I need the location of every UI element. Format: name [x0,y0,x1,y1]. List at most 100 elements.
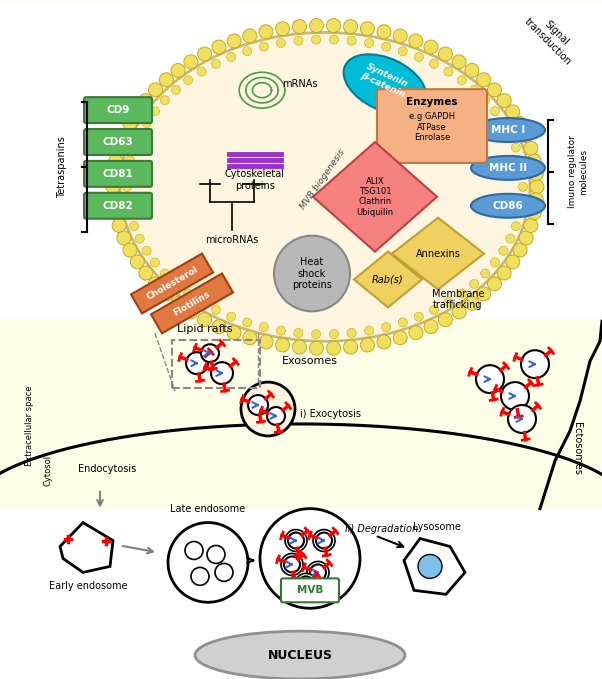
FancyBboxPatch shape [84,161,152,187]
Ellipse shape [471,156,545,180]
Circle shape [201,344,219,362]
Circle shape [527,206,541,220]
Circle shape [444,67,453,76]
Circle shape [313,530,335,551]
Circle shape [458,76,467,85]
Polygon shape [60,523,113,572]
Text: Early endosome: Early endosome [49,581,127,591]
Text: Cholesterol: Cholesterol [144,265,199,302]
Text: Syntenin
β-catenin: Syntenin β-catenin [359,61,411,99]
Circle shape [293,20,306,33]
Circle shape [259,323,268,331]
Ellipse shape [344,54,426,114]
Circle shape [212,320,226,333]
Circle shape [518,196,527,204]
Circle shape [458,289,467,298]
Circle shape [326,341,341,355]
Text: CD63: CD63 [102,137,134,147]
Circle shape [160,269,169,278]
Circle shape [418,555,442,579]
Circle shape [399,47,408,56]
Text: i) Exocytosis: i) Exocytosis [300,409,361,419]
Circle shape [452,305,466,319]
Circle shape [293,340,306,354]
Circle shape [377,335,391,349]
Circle shape [513,117,527,130]
Circle shape [506,255,520,269]
Circle shape [248,395,268,415]
Circle shape [212,40,226,54]
Circle shape [274,236,350,312]
Circle shape [508,405,536,433]
Text: Tetraspanins: Tetraspanins [57,136,67,198]
Circle shape [112,141,126,155]
FancyBboxPatch shape [377,89,487,163]
Circle shape [106,180,120,194]
Text: Endocytosis: Endocytosis [78,464,136,474]
Circle shape [524,141,538,155]
Circle shape [184,55,198,69]
Circle shape [524,219,538,232]
Circle shape [480,96,490,105]
Circle shape [149,277,163,291]
Circle shape [491,107,500,115]
Circle shape [123,169,132,178]
Circle shape [444,297,453,307]
Circle shape [207,545,225,564]
Text: Extracellular space: Extracellular space [25,386,34,466]
Circle shape [430,306,439,314]
Circle shape [329,35,338,44]
Circle shape [107,193,120,207]
Circle shape [518,169,527,178]
Text: ALIX
TSG101
Clathrin
Ubiquilin: ALIX TSG101 Clathrin Ubiquilin [356,177,394,217]
Text: Flotilins: Flotilins [172,289,212,318]
Polygon shape [404,538,465,594]
Circle shape [243,47,252,56]
Circle shape [227,326,241,340]
Polygon shape [313,142,437,252]
Circle shape [284,557,300,572]
Text: NUCLEUS: NUCLEUS [267,648,332,661]
Circle shape [197,67,206,76]
Circle shape [382,323,391,331]
Circle shape [226,312,236,321]
Circle shape [129,143,138,152]
Ellipse shape [471,194,545,218]
Circle shape [109,206,123,220]
Circle shape [506,105,520,119]
Circle shape [361,22,374,36]
Circle shape [438,47,453,61]
Circle shape [497,266,511,280]
Circle shape [276,39,285,48]
Circle shape [243,331,257,345]
Circle shape [197,313,211,327]
Circle shape [184,76,193,85]
Circle shape [122,182,132,191]
Text: Cytoskeletal
proteins: Cytoskeletal proteins [225,169,285,191]
Text: Ectosomes: Ectosomes [572,422,582,475]
Ellipse shape [120,33,530,342]
Circle shape [491,258,500,267]
Circle shape [267,407,285,425]
Circle shape [393,331,407,345]
Text: Membrane
trafficking: Membrane trafficking [432,289,484,310]
Circle shape [160,96,169,105]
Circle shape [515,208,524,218]
Circle shape [168,523,248,602]
Circle shape [312,329,321,339]
Text: Enzymes: Enzymes [406,97,458,107]
Circle shape [123,117,137,130]
Circle shape [409,34,423,48]
Circle shape [276,22,290,36]
Circle shape [393,29,407,43]
Circle shape [260,509,360,608]
Circle shape [326,18,341,33]
Ellipse shape [471,118,545,142]
Text: CD81: CD81 [102,169,134,179]
Ellipse shape [195,631,405,679]
Circle shape [259,42,268,51]
Circle shape [521,350,549,378]
Circle shape [150,107,160,115]
Circle shape [310,564,326,581]
Circle shape [465,296,479,310]
